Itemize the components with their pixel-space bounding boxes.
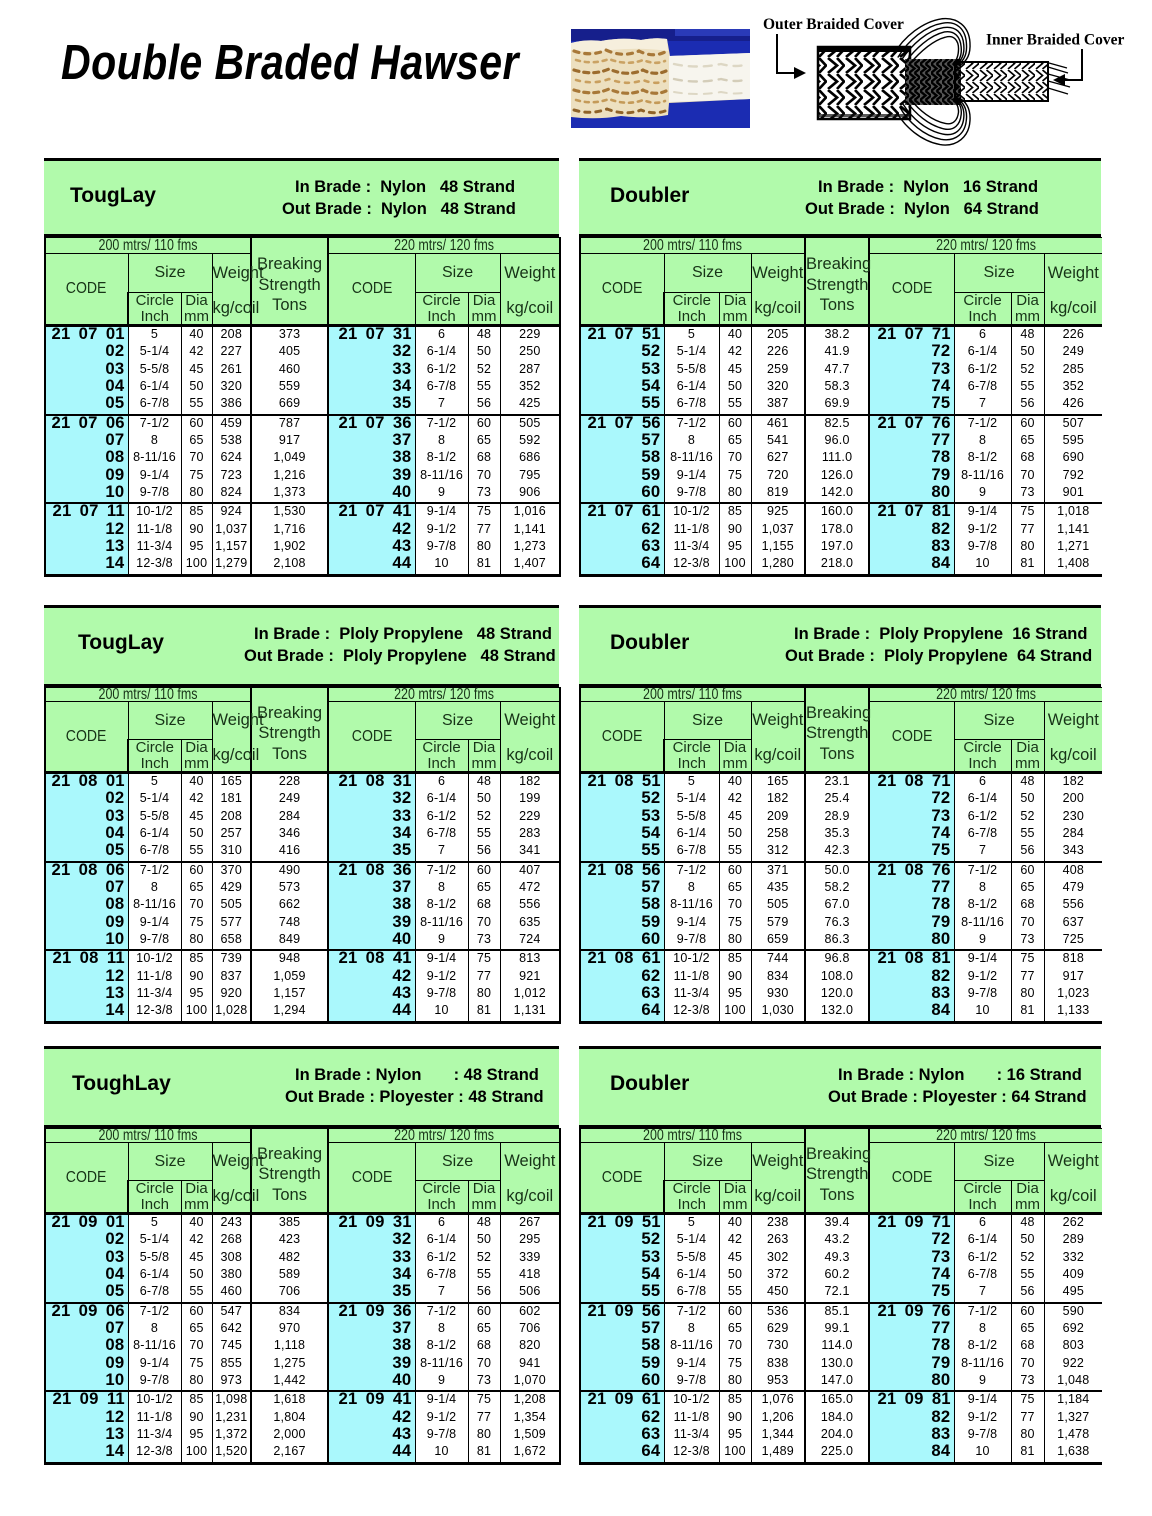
svg-text:Outer Braided Cover: Outer Braided Cover: [763, 16, 904, 33]
svg-text:Inner Braided Cover: Inner Braided Cover: [986, 32, 1124, 49]
